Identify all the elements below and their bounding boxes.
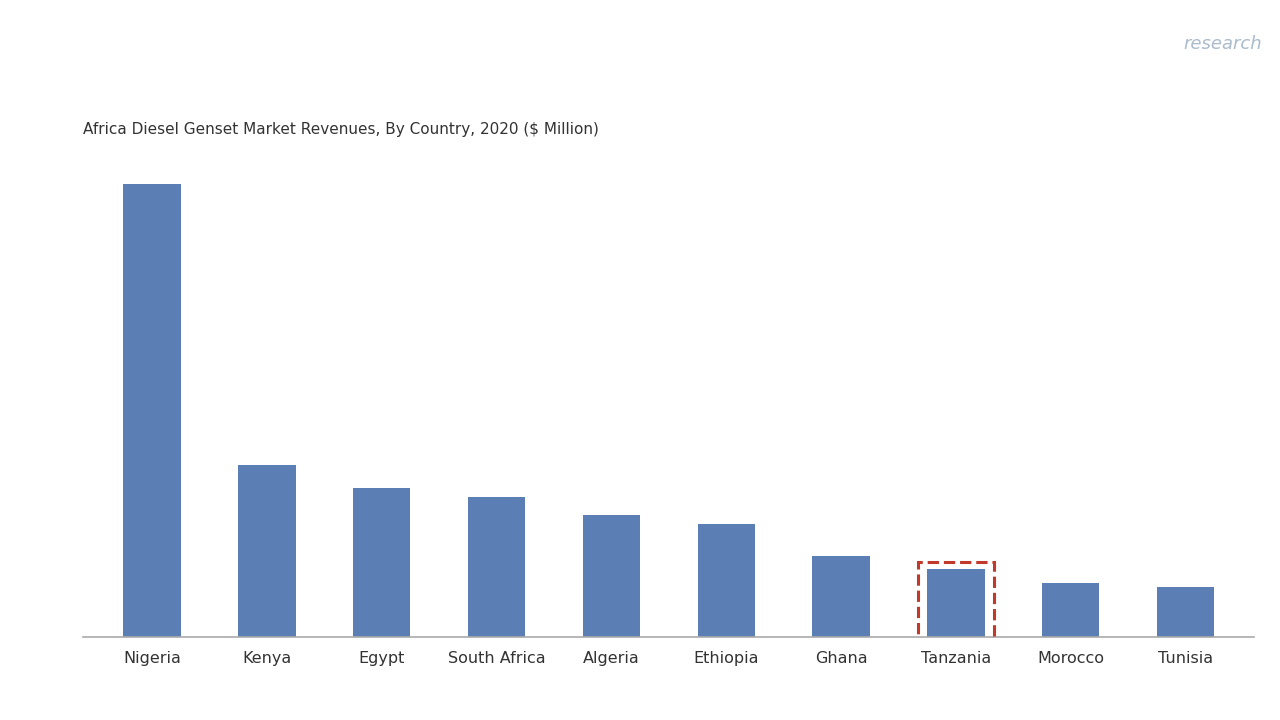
- Bar: [353, 487, 411, 637]
- Text: 6W: 6W: [1110, 21, 1174, 55]
- Bar: [123, 184, 180, 637]
- Text: Top 10 Countries in Africa Diesel Genset Market: Top 10 Countries in Africa Diesel Genset…: [23, 27, 928, 60]
- Text: research: research: [1184, 35, 1262, 53]
- Bar: [1157, 588, 1215, 637]
- Bar: [582, 515, 640, 637]
- Bar: [918, 562, 993, 641]
- Bar: [813, 556, 869, 637]
- Bar: [698, 524, 755, 637]
- Bar: [468, 497, 525, 637]
- Bar: [927, 570, 984, 637]
- Text: Africa Diesel Genset Market Revenues, By Country, 2020 ($ Million): Africa Diesel Genset Market Revenues, By…: [83, 122, 599, 137]
- Bar: [238, 465, 296, 637]
- Bar: [1042, 582, 1100, 637]
